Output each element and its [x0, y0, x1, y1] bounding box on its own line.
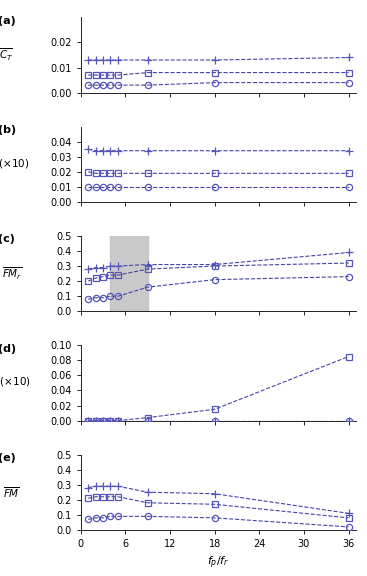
Text: (e): (e)	[0, 453, 16, 463]
Y-axis label: $\overline{C_T}$: $\overline{C_T}$	[0, 47, 13, 63]
Y-axis label: $\overline{FM}$: $\overline{FM}$	[3, 485, 20, 499]
Y-axis label: $\overline{C_{P_p}}$ (×10): $\overline{C_{P_p}}$ (×10)	[0, 373, 30, 392]
Text: (b): (b)	[0, 125, 16, 135]
Bar	[110, 236, 148, 311]
X-axis label: $f_p / f_r$: $f_p / f_r$	[207, 555, 230, 571]
Text: (d): (d)	[0, 344, 16, 354]
Text: (c): (c)	[0, 234, 15, 244]
Y-axis label: $\overline{C_{P_r}}$ (×10): $\overline{C_{P_r}}$ (×10)	[0, 156, 30, 173]
Text: (a): (a)	[0, 16, 16, 26]
Y-axis label: $\overline{FM_r}$: $\overline{FM_r}$	[2, 266, 22, 282]
